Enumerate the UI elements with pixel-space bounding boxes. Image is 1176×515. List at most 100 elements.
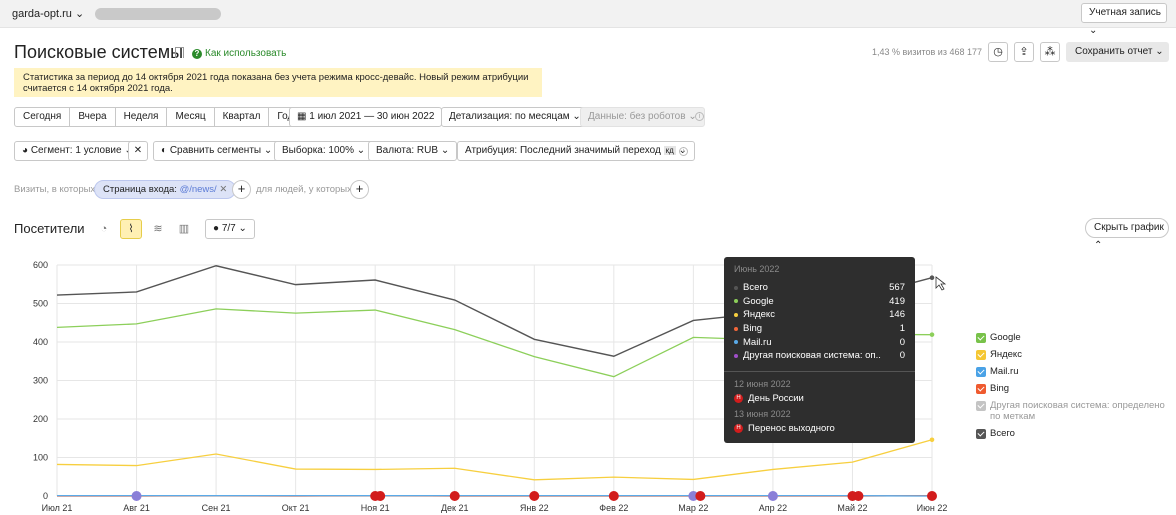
line-chart-icon[interactable]: ⌇ [120, 219, 142, 239]
robots-select[interactable]: Данные: без роботов ⌄ [580, 107, 705, 127]
info-icon[interactable]: i [695, 112, 704, 121]
pie-chart-icon[interactable]: ◔ [100, 223, 108, 235]
period-button[interactable]: Неделя [116, 108, 168, 126]
checkbox-icon[interactable] [976, 429, 986, 439]
site-selector[interactable]: garda-opt.ru ⌄ [12, 7, 84, 20]
legend-item[interactable]: Другая поисковая система: определено по … [976, 400, 1171, 422]
segment-select[interactable]: ◕ Сегмент: 1 условие ⌄ [14, 141, 141, 161]
history-icon[interactable]: ◷ [988, 42, 1008, 62]
tooltip-series-value: 419 [889, 295, 905, 307]
detail-select[interactable]: Детализация: по месяцам ⌄ [441, 107, 589, 127]
x-tick-label: Окт 21 [282, 503, 310, 513]
tooltip-row: Всего 567 [734, 281, 905, 295]
cursor-icon [935, 276, 947, 291]
add-visit-condition-button[interactable]: + [232, 180, 251, 199]
close-icon[interactable]: ✕ [219, 184, 228, 195]
legend-label: Яндекс [990, 349, 1022, 360]
y-tick-label: 400 [33, 337, 48, 347]
holiday-event: Н День России [734, 393, 905, 404]
chart-legend: Google Яндекс Mail.ru Bing Другая поисковая … [976, 332, 1171, 445]
bar-chart-icon[interactable]: ▥ [178, 223, 190, 235]
tooltip-series-value: 567 [889, 282, 905, 294]
clear-segment-button[interactable]: ✕ [128, 141, 148, 161]
holiday-icon: Н [734, 393, 743, 403]
segment-chip[interactable]: Страница входа: @/news/ ✕ [94, 180, 237, 199]
x-tick-label: Июн 22 [917, 503, 948, 513]
y-tick-label: 600 [33, 260, 48, 270]
add-people-condition-button[interactable]: + [350, 180, 369, 199]
series-dot [734, 353, 738, 358]
event-marker [449, 491, 460, 501]
period-button[interactable]: Вчера [70, 108, 116, 126]
series-line [56, 439, 933, 481]
site-name: garda-opt.ru [12, 8, 72, 20]
event-text: Перенос выходного [748, 422, 835, 434]
calendar-icon: ▦ [297, 111, 307, 122]
x-tick-label: Авг 21 [123, 503, 150, 513]
account-button[interactable]: Учетная запись ⌄ [1081, 3, 1167, 36]
hide-chart-button[interactable]: Скрыть график ⌃ [1085, 218, 1169, 251]
legend-item[interactable]: Всего [976, 428, 1171, 439]
period-button[interactable]: Месяц [167, 108, 215, 126]
checkbox-icon[interactable] [976, 384, 986, 394]
info-icon[interactable]: i [679, 147, 688, 156]
date-range-button[interactable]: ▦ 1 июл 2021 — 30 июн 2022 [289, 107, 443, 127]
legend-item[interactable]: Bing [976, 383, 1171, 394]
tooltip-series-name: Всего [743, 282, 768, 294]
compare-icon: ◐ [161, 145, 168, 156]
comment-icon: ● [213, 223, 220, 234]
export-icon[interactable]: ⇪ [1014, 42, 1034, 62]
checkbox-icon[interactable] [976, 333, 986, 343]
sample-select[interactable]: Выборка: 100% ⌄ [274, 141, 374, 161]
legend-item[interactable]: Mail.ru [976, 366, 1171, 377]
event-text: День России [748, 392, 804, 404]
chevron-down-icon: ⌄ [75, 8, 85, 20]
tooltip-row: Google 419 [734, 295, 905, 309]
tooltip-row: Яндекс 146 [734, 308, 905, 322]
checkbox-icon[interactable] [976, 350, 986, 360]
series-point [929, 437, 935, 443]
event-marker [375, 491, 386, 501]
series-point [929, 332, 935, 337]
checkbox-icon[interactable] [976, 367, 986, 377]
tooltip-series-name: Яндекс [743, 309, 775, 321]
bookmark-icon[interactable] [175, 47, 184, 58]
share-icon[interactable]: ⁂ [1040, 42, 1060, 62]
help-icon: ? [192, 49, 202, 59]
series-point [929, 275, 935, 281]
period-button[interactable]: Сегодня [15, 108, 71, 126]
legend-label: Другая поисковая система: определено по … [990, 400, 1165, 422]
series-count-button[interactable]: ● 7/7 ⌄ [205, 219, 255, 239]
legend-label: Mail.ru [990, 366, 1019, 377]
save-report-button[interactable]: Сохранить отчет ⌄ [1066, 42, 1169, 62]
attribution-select[interactable]: Атрибуция: Последний значимый переход кд… [457, 141, 695, 161]
segment-icon: ◕ [22, 145, 29, 156]
x-tick-label: Май 22 [837, 503, 867, 513]
compare-segments-button[interactable]: ◐ Сравнить сегменты ⌄ [153, 141, 281, 161]
legend-item[interactable]: Google [976, 332, 1171, 343]
chart-title: Посетители [14, 221, 85, 236]
y-tick-label: 500 [33, 299, 48, 309]
x-tick-label: Июл 21 [42, 503, 73, 513]
y-tick-label: 300 [33, 376, 48, 386]
checkbox-icon[interactable] [976, 401, 986, 411]
x-tick-label: Янв 22 [520, 503, 549, 513]
period-button[interactable]: Квартал [215, 108, 270, 126]
how-to-link[interactable]: ? Как использовать [192, 48, 286, 59]
visits-share: 1,43 % визитов из 468 177 [872, 47, 982, 57]
legend-label: Всего [990, 428, 1015, 439]
tooltip-series-value: 1 [899, 323, 905, 335]
x-tick-label: Дек 21 [441, 503, 469, 513]
currency-select[interactable]: Валюта: RUB ⌄ [368, 141, 458, 161]
x-tick-label: Сен 21 [202, 503, 231, 513]
x-tick-label: Апр 22 [759, 503, 787, 513]
area-chart-icon[interactable]: ≋ [153, 223, 163, 235]
holiday-event: Н Перенос выходного [734, 423, 905, 434]
holiday-icon: Н [734, 423, 743, 433]
x-tick-label: Ноя 21 [361, 503, 390, 513]
legend-item[interactable]: Яндекс [976, 349, 1171, 360]
period-button[interactable]: Год [277, 111, 294, 122]
series-dot [734, 312, 738, 317]
tooltip-row: Другая поисковая система: оп... 0 [734, 349, 905, 363]
blurred-counter [95, 8, 221, 20]
